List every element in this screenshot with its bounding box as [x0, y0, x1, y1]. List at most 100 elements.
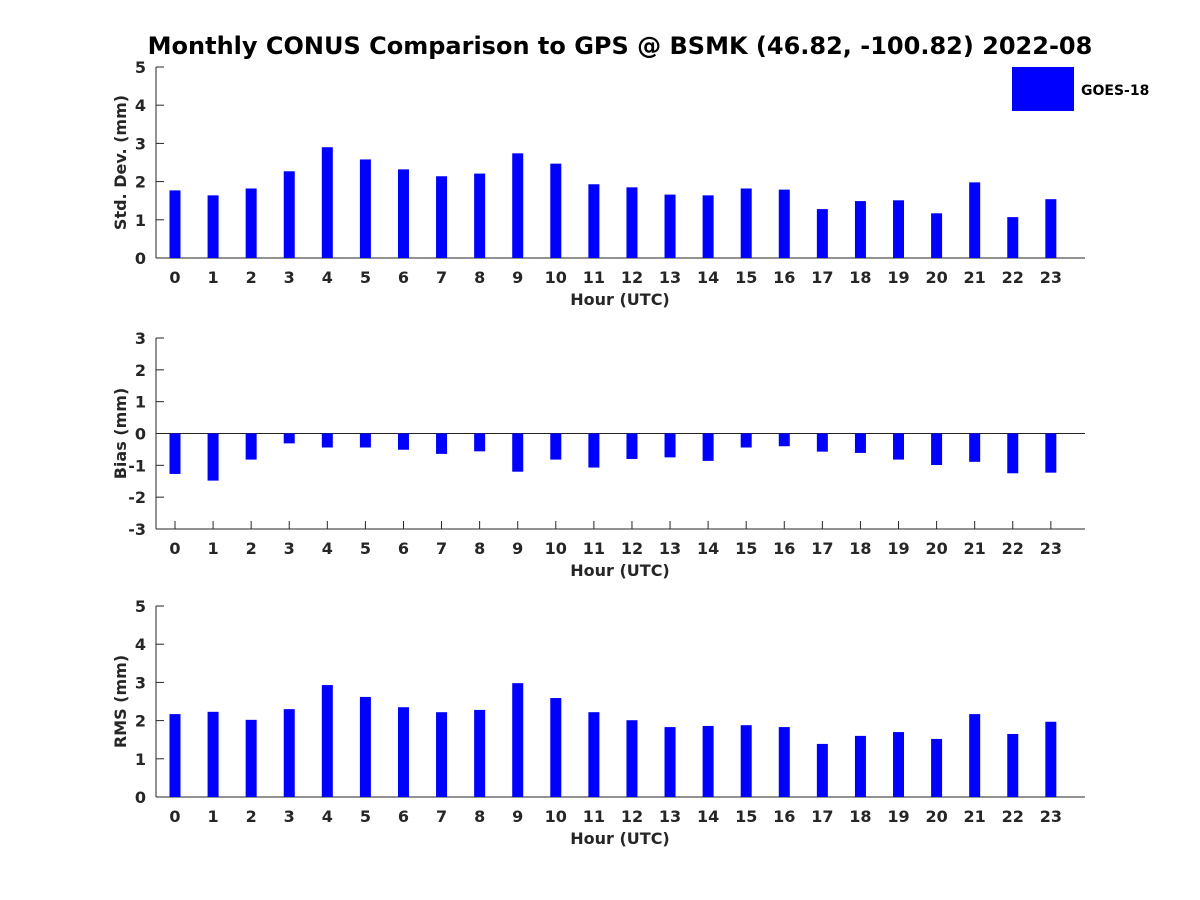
- rms-x-tick-label: 22: [1002, 807, 1024, 826]
- std-dev-y-tick-label: 3: [135, 134, 146, 153]
- std-dev-x-tick-label: 19: [887, 268, 909, 287]
- bias-x-tick-label: 1: [208, 539, 219, 558]
- rms-bar: [436, 712, 448, 797]
- bias-x-tick-label: 0: [169, 539, 180, 558]
- std-dev-x-tick-label: 12: [621, 268, 643, 287]
- std-dev-bar: [854, 201, 866, 258]
- legend: GOES-18: [1012, 67, 1149, 111]
- std-dev-bar: [283, 171, 295, 258]
- bias-x-tick-label: 5: [360, 539, 371, 558]
- std-dev-x-tick-label: 7: [436, 268, 447, 287]
- rms-bar: [397, 707, 409, 797]
- rms-bar: [588, 712, 600, 797]
- bias-bar: [397, 433, 409, 450]
- bias-bar: [245, 433, 257, 460]
- bias-bar: [588, 433, 600, 468]
- std-dev-bar: [969, 182, 981, 258]
- std-dev-x-tick-label: 1: [208, 268, 219, 287]
- bias-bar: [283, 433, 295, 444]
- rms-x-tick-label: 15: [735, 807, 757, 826]
- std-dev-y-tick-label: 5: [135, 58, 146, 77]
- rms-bar: [321, 685, 333, 797]
- rms-bar: [626, 720, 638, 797]
- rms-bar: [1007, 733, 1019, 797]
- std-dev-x-tick-label: 2: [246, 268, 257, 287]
- std-dev-bar: [1045, 199, 1057, 258]
- std-dev-y-axis-label: Std. Dev. (mm): [111, 95, 130, 230]
- std-dev-x-tick-label: 9: [512, 268, 523, 287]
- bias-bar: [778, 433, 790, 447]
- bias-y-axis-label: Bias (mm): [111, 388, 130, 480]
- rms-bar: [702, 725, 714, 797]
- bias-bar: [512, 433, 524, 472]
- bias-bar: [893, 433, 905, 460]
- bias-x-tick-label: 2: [246, 539, 257, 558]
- std-dev-y-tick-label: 0: [135, 249, 146, 268]
- rms-y-tick-label: 4: [135, 635, 146, 654]
- std-dev-x-tick-label: 20: [925, 268, 947, 287]
- rms-y-tick-label: 1: [135, 750, 146, 769]
- bias-bar: [1045, 433, 1057, 473]
- bias-x-tick-label: 23: [1040, 539, 1062, 558]
- bias-x-tick-label: 3: [284, 539, 295, 558]
- bias-x-tick-label: 14: [697, 539, 719, 558]
- std-dev-y-tick-label: 1: [135, 211, 146, 230]
- rms-bar: [816, 743, 828, 797]
- std-dev-x-tick-label: 21: [964, 268, 986, 287]
- bias-x-tick-label: 15: [735, 539, 757, 558]
- std-dev-bar: [1007, 217, 1019, 258]
- bias-x-tick-label: 13: [659, 539, 681, 558]
- rms-bar: [893, 732, 905, 797]
- rms-bar: [474, 709, 486, 797]
- std-dev-x-tick-label: 23: [1040, 268, 1062, 287]
- bias-y-tick-label: -1: [128, 456, 146, 475]
- rms-x-tick-label: 9: [512, 807, 523, 826]
- rms-x-tick-label: 6: [398, 807, 409, 826]
- std-dev-bar: [931, 213, 943, 258]
- bias-bar: [474, 433, 486, 452]
- rms-x-tick-label: 11: [583, 807, 605, 826]
- rms-y-tick-label: 0: [135, 788, 146, 807]
- rms-x-tick-label: 16: [773, 807, 795, 826]
- rms-bar: [1045, 721, 1057, 797]
- std-dev-bar: [816, 209, 828, 258]
- std-dev-bar: [321, 147, 333, 258]
- std-dev-x-tick-label: 4: [322, 268, 333, 287]
- std-dev-y-tick-label: 4: [135, 96, 146, 115]
- std-dev-bar: [359, 159, 371, 258]
- bias-bar: [969, 433, 981, 462]
- std-dev-bar: [245, 188, 257, 258]
- bias-bar: [816, 433, 828, 452]
- rms-x-tick-label: 8: [474, 807, 485, 826]
- std-dev-x-tick-label: 6: [398, 268, 409, 287]
- rms-x-tick-label: 23: [1040, 807, 1062, 826]
- rms-x-tick-label: 2: [246, 807, 257, 826]
- rms-x-tick-label: 12: [621, 807, 643, 826]
- bias-x-tick-label: 18: [849, 539, 871, 558]
- bias-x-tick-label: 10: [545, 539, 567, 558]
- rms-x-tick-label: 10: [545, 807, 567, 826]
- bias-y-tick-label: 2: [135, 361, 146, 380]
- rms-bar: [854, 735, 866, 797]
- rms-x-tick-label: 13: [659, 807, 681, 826]
- std-dev-x-tick-label: 13: [659, 268, 681, 287]
- bias-x-axis-label: Hour (UTC): [570, 561, 670, 580]
- std-dev-x-tick-label: 16: [773, 268, 795, 287]
- bias-bar: [169, 433, 181, 474]
- std-dev-x-tick-label: 15: [735, 268, 757, 287]
- rms-bar: [245, 719, 257, 797]
- std-dev-x-tick-label: 22: [1002, 268, 1024, 287]
- bias-x-tick-label: 20: [925, 539, 947, 558]
- bias-x-tick-label: 4: [322, 539, 333, 558]
- bias-y-tick-label: 1: [135, 393, 146, 412]
- rms-bar: [512, 683, 524, 797]
- bias-bar: [931, 433, 943, 466]
- std-dev-bar: [588, 184, 600, 258]
- bias-x-tick-label: 6: [398, 539, 409, 558]
- rms-bar: [359, 696, 371, 797]
- std-dev-bar: [397, 169, 409, 258]
